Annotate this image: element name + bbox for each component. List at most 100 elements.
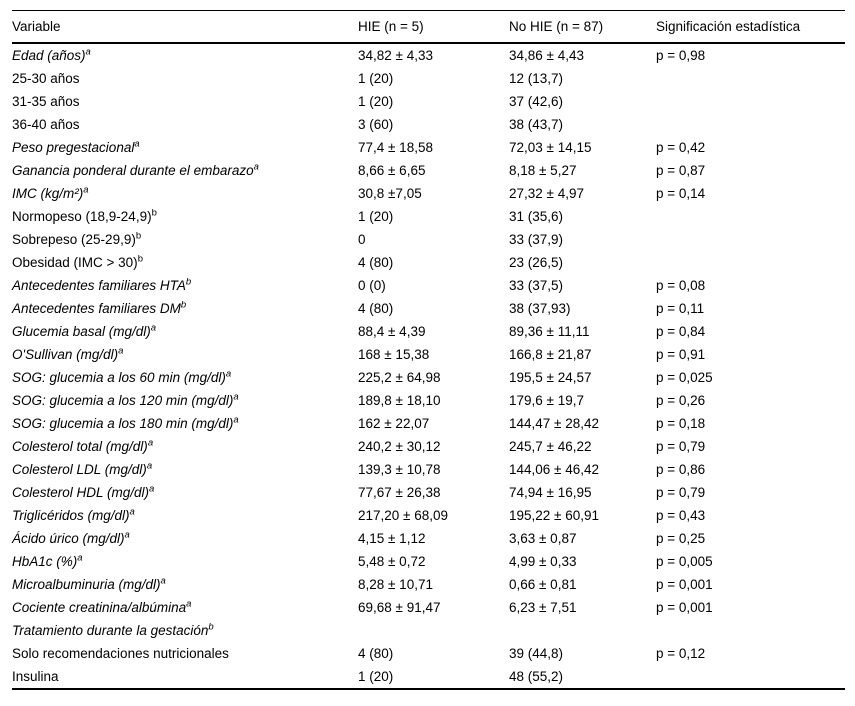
variable-cell: Edad (años)a (12, 46, 91, 63)
no-hie-value-cell: 8,18 ± 5,27 (509, 163, 577, 178)
footnote-marker: a (146, 460, 153, 472)
table-row: Tratamiento durante la gestaciónb (12, 619, 845, 642)
table-row: Normopeso (18,9-24,9)b 1 (20) 31 (35,6) (12, 205, 845, 228)
no-hie-value-cell: 38 (43,7) (509, 117, 564, 132)
table-row: Microalbuminuria (mg/dl)a 8,28 ± 10,71 0,6… (12, 573, 845, 596)
variable-cell: Normopeso (18,9-24,9)b (12, 207, 157, 224)
hie-value-cell: 5,48 ± 0,72 (358, 554, 426, 569)
header-hie: HIE (n = 5) (358, 10, 509, 44)
p-value-cell: p = 0,08 (656, 278, 706, 293)
footnote-marker: a (160, 575, 166, 587)
variable-cell: Colesterol total (mg/dl)a (12, 437, 154, 454)
p-value-cell: p = 0,79 (656, 439, 706, 454)
footnote-marker: a (129, 506, 135, 518)
p-value-cell (656, 665, 845, 689)
p-value-cell: p = 0,11 (656, 301, 705, 316)
hie-value-cell: 30,8 ±7,05 (358, 186, 422, 201)
hie-value-cell: 4,15 ± 1,12 (358, 531, 426, 546)
p-value-cell: p = 0,43 (656, 508, 706, 523)
table-row: Colesterol total (mg/dl)a 240,2 ± 30,12 24… (12, 435, 845, 458)
p-value-cell: p = 0,25 (656, 531, 706, 546)
hie-value-cell: 4 (80) (358, 301, 394, 316)
no-hie-value-cell: 34,86 ± 4,43 (509, 48, 584, 63)
footnote-marker: b (135, 230, 142, 242)
no-hie-value-cell (509, 619, 656, 642)
table-row: Solo recomendaciones nutricionales 4 (80)… (12, 642, 845, 665)
footnote-marker: a (118, 345, 124, 357)
variable-cell: 36-40 años (12, 117, 80, 132)
variable-cell: Tratamiento durante la gestaciónb (12, 621, 214, 638)
table-row: Ácido úrico (mg/dl)a 4,15 ± 1,12 3,63 ± 0,… (12, 527, 845, 550)
hie-value-cell: 189,8 ± 18,10 (358, 393, 441, 408)
variable-cell: Ácido úrico (mg/dl)a (12, 529, 130, 546)
table-row: Triglicéridos (mg/dl)a 217,20 ± 68,09 195,… (12, 504, 845, 527)
footnote-marker: a (149, 483, 155, 495)
footnote-marker: a (225, 368, 232, 380)
hie-value-cell: 240,2 ± 30,12 (358, 439, 441, 454)
hie-value-cell: 0 (0) (358, 278, 386, 293)
variable-cell: Cociente creatinina/albúminaa (12, 598, 192, 615)
no-hie-value-cell: 33 (37,9) (509, 232, 564, 247)
hie-value-cell: 217,20 ± 68,09 (358, 508, 448, 523)
table-row: Ganancia ponderal durante el embarazoa 8,… (12, 159, 845, 182)
hie-value-cell: 162 ± 22,07 (358, 416, 430, 431)
hie-value-cell: 1 (20) (358, 94, 394, 109)
p-value-cell: p = 0,91 (656, 347, 706, 362)
variable-cell: SOG: glucemia a los 120 min (mg/dl)a (12, 391, 239, 408)
p-value-cell: p = 0,025 (656, 370, 713, 385)
no-hie-value-cell: 37 (42,6) (509, 94, 564, 109)
table-body: Edad (años)a 34,82 ± 4,33 34,86 ± 4,43 p = … (12, 43, 845, 689)
variable-cell: Microalbuminuria (mg/dl)a (12, 575, 166, 592)
footnote-marker: b (151, 207, 157, 219)
variable-cell: Insulina (12, 669, 59, 684)
footnote-marker: a (134, 138, 140, 150)
hie-value-cell: 4 (80) (358, 255, 394, 270)
table-row: 25-30 años 1 (20) 12 (13,7) (12, 67, 845, 90)
p-value-cell: p = 0,42 (656, 140, 706, 155)
statistics-table-container: Variable HIE (n = 5) No HIE (n = 87) Sig… (12, 10, 845, 690)
hie-value-cell: 4 (80) (358, 646, 394, 661)
p-value-cell: p = 0,12 (656, 646, 706, 661)
p-value-cell: p = 0,001 (656, 600, 713, 615)
no-hie-value-cell: 39 (44,8) (509, 646, 564, 661)
variable-cell: O'Sullivan (mg/dl)a (12, 345, 124, 362)
no-hie-value-cell: 195,22 ± 60,91 (509, 508, 599, 523)
no-hie-value-cell: 48 (55,2) (509, 669, 564, 684)
variable-cell: Sobrepeso (25-29,9)b (12, 230, 142, 247)
variable-cell: SOG: glucemia a los 180 min (mg/dl)a (12, 414, 239, 431)
p-value-cell (656, 619, 845, 642)
no-hie-value-cell: 0,66 ± 0,81 (509, 577, 577, 592)
table-row: Colesterol LDL (mg/dl)a 139,3 ± 10,78 144,… (12, 458, 845, 481)
table-row: SOG: glucemia a los 60 min (mg/dl)a 225,2… (12, 366, 845, 389)
footnote-marker: a (150, 322, 157, 334)
table-row: HbA1c (%)a 5,48 ± 0,72 4,99 ± 0,33 p = 0,00… (12, 550, 845, 573)
header-significance: Significación estadística (656, 10, 845, 44)
table-row: 36-40 años 3 (60) 38 (43,7) (12, 113, 845, 136)
p-value-cell: p = 0,18 (656, 416, 706, 431)
no-hie-value-cell: 166,8 ± 21,87 (509, 347, 592, 362)
hie-value-cell: 77,67 ± 26,38 (358, 485, 441, 500)
table-row: Glucemia basal (mg/dl)a 88,4 ± 4,39 89,36 … (12, 320, 845, 343)
table-row: Insulina 1 (20) 48 (55,2) (12, 665, 845, 689)
variable-cell: Antecedentes familiares DMb (12, 299, 187, 316)
no-hie-value-cell: 74,94 ± 16,95 (509, 485, 592, 500)
footnote-marker: a (77, 552, 83, 564)
variable-cell: Peso pregestacionala (12, 138, 140, 155)
footnote-marker: a (233, 391, 239, 403)
footnote-marker: a (124, 529, 130, 541)
variable-cell: Solo recomendaciones nutricionales (12, 646, 229, 661)
no-hie-value-cell: 144,47 ± 28,42 (509, 416, 599, 431)
no-hie-value-cell: 195,5 ± 24,57 (509, 370, 592, 385)
p-value-cell (656, 90, 845, 113)
no-hie-value-cell: 12 (13,7) (509, 71, 564, 86)
p-value-cell (656, 67, 845, 90)
no-hie-value-cell: 6,23 ± 7,51 (509, 600, 577, 615)
no-hie-value-cell: 144,06 ± 46,42 (509, 462, 599, 477)
variable-cell: 25-30 años (12, 71, 80, 86)
hie-value-cell: 8,66 ± 6,65 (358, 163, 426, 178)
footnote-marker: b (137, 253, 143, 265)
hie-value-cell: 139,3 ± 10,78 (358, 462, 441, 477)
footnote-marker: a (186, 598, 192, 610)
table-header-row: Variable HIE (n = 5) No HIE (n = 87) Sig… (12, 10, 845, 44)
no-hie-value-cell: 38 (37,93) (509, 301, 571, 316)
